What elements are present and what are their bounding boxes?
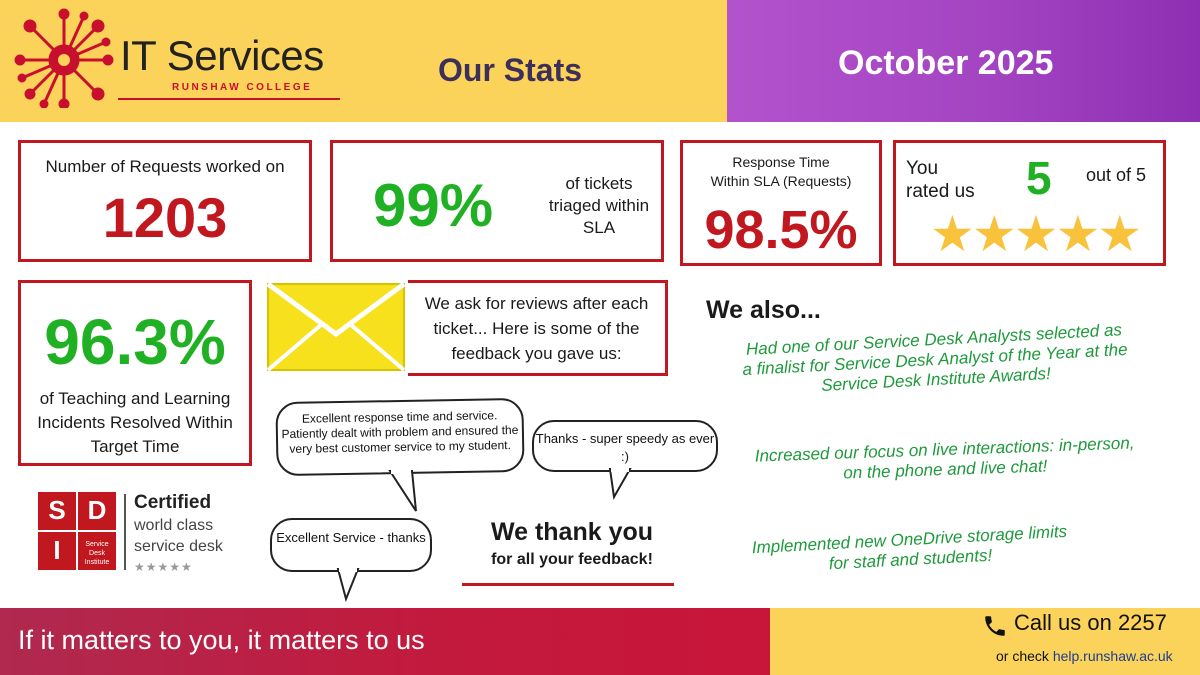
stat-rating-suffix: out of 5: [1086, 165, 1147, 185]
rating-stars: ★★★★★: [930, 206, 1142, 262]
sdi-certified: Certified: [134, 492, 212, 513]
stat-triage-label: of tickets triaged within SLA: [548, 174, 650, 237]
or-check-text: or check help.runshaw.ac.uk: [996, 648, 1173, 664]
stat-incidents-card: 96.3% of Teaching and Learning Incidents…: [18, 280, 252, 466]
we-also-item: Implemented new OneDrive storage limits …: [699, 519, 1121, 581]
stat-response-label-line1: Response Time: [732, 154, 830, 170]
stat-rating-label: You rated us: [906, 157, 975, 203]
bubble-tail: [608, 468, 632, 501]
bubble-tail: [336, 568, 360, 603]
stat-incidents-value: 96.3%: [44, 306, 226, 378]
header-purple-panel: [727, 0, 1200, 122]
star-icon: ★: [1097, 206, 1142, 262]
star-icon: ★: [971, 206, 1017, 262]
feedback-bubble: Excellent Service - thanks: [270, 518, 432, 572]
footer-yellow-panel: [770, 608, 1200, 675]
sdi-letter: D: [78, 492, 116, 530]
thanks-line2: for all your feedback!: [491, 551, 653, 568]
sdi-line2: world class: [134, 517, 214, 534]
thanks-underline: [462, 583, 674, 586]
call-us-text: Call us on 2257: [1014, 610, 1167, 635]
stat-triage-value: 99%: [373, 172, 494, 239]
stat-rating-label-line1: You: [906, 158, 939, 179]
stat-triage-card: 99% of tickets triaged within SLA: [330, 140, 664, 262]
we-also-item: Increased our focus on live interactions…: [699, 431, 1190, 488]
logo-title: IT Services: [120, 32, 324, 79]
logo-underline: [118, 98, 340, 100]
stat-requests-value: 1203: [102, 186, 228, 249]
sdi-line3: service desk: [134, 538, 223, 555]
we-also-heading: We also...: [706, 296, 821, 324]
star-icon: ★: [1013, 206, 1059, 262]
stat-rating-label-line2: rated us: [906, 181, 975, 202]
footer-red-panel: [0, 608, 770, 675]
reviews-intro-text: We ask for reviews after each ticket... …: [424, 294, 649, 363]
bubble-tail: [388, 470, 417, 512]
or-check-label: or check: [996, 648, 1049, 664]
feedback-bubble: Thanks - super speedy as ever :): [532, 420, 718, 472]
feedback-bubble: Excellent response time and service. Pat…: [275, 397, 525, 477]
stat-rating-card: You rated us 5 out of 5 ★★★★★: [893, 140, 1166, 266]
stat-response-label: Response Time Within SLA (Requests): [683, 153, 879, 191]
sdi-letter: I: [38, 532, 76, 570]
stat-response-label-line2: Within SLA (Requests): [710, 173, 852, 189]
thanks-line1: We thank you: [490, 518, 654, 546]
it-services-logo-icon: [14, 8, 114, 108]
logo-subtitle: RUNSHAW COLLEGE: [172, 82, 313, 93]
sdi-stars: ★★★★★: [134, 560, 193, 574]
thanks-message: We thank you for all your feedback!: [468, 518, 676, 569]
stat-rating-value: 5: [1026, 152, 1052, 204]
sdi-logo-icon: S D I Service Desk Institute: [38, 492, 116, 570]
we-also-item: Had one of our Service Desk Analysts sel…: [689, 317, 1181, 403]
stat-response-value: 98.5%: [704, 200, 858, 260]
month-title: October 2025: [838, 44, 1054, 82]
header-yellow-panel: [0, 0, 727, 122]
stat-requests-label: Number of Requests worked on: [45, 157, 285, 176]
star-icon: ★: [1055, 206, 1100, 262]
stat-incidents-label: of Teaching and Learning Incidents Resol…: [37, 389, 233, 456]
phone-icon: [985, 616, 1005, 636]
sdi-divider: [124, 494, 126, 570]
stat-response-card: Response Time Within SLA (Requests) 98.5…: [680, 140, 882, 266]
stat-requests-card: Number of Requests worked on 1203: [18, 140, 312, 262]
star-icon: ★: [930, 206, 975, 262]
reviews-intro-card: We ask for reviews after each ticket... …: [408, 280, 668, 376]
page-title: Our Stats: [438, 52, 583, 88]
help-link[interactable]: help.runshaw.ac.uk: [1052, 648, 1173, 664]
sdi-letter: S: [38, 492, 76, 530]
envelope-icon: [266, 282, 406, 372]
footer-tagline: If it matters to you, it matters to us: [18, 625, 425, 655]
sdi-small-text: Service Desk Institute: [78, 532, 116, 570]
